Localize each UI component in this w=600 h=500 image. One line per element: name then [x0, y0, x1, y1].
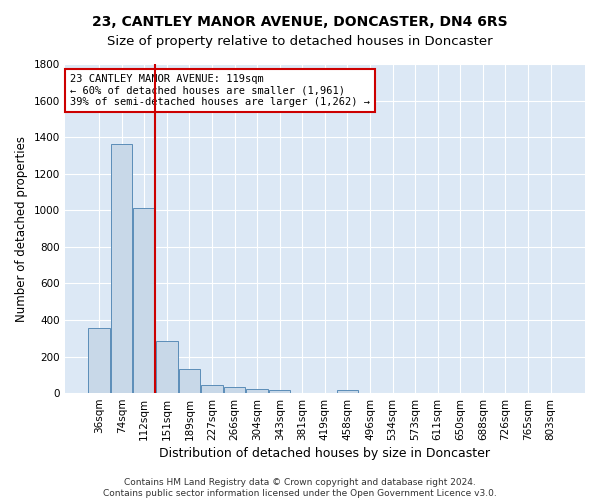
Text: Size of property relative to detached houses in Doncaster: Size of property relative to detached ho… — [107, 35, 493, 48]
Bar — [337, 390, 358, 393]
Text: 23, CANTLEY MANOR AVENUE, DONCASTER, DN4 6RS: 23, CANTLEY MANOR AVENUE, DONCASTER, DN4… — [92, 15, 508, 29]
Bar — [88, 328, 110, 393]
Y-axis label: Number of detached properties: Number of detached properties — [15, 136, 28, 322]
Bar — [224, 386, 245, 393]
Bar — [247, 390, 268, 393]
X-axis label: Distribution of detached houses by size in Doncaster: Distribution of detached houses by size … — [160, 447, 490, 460]
Bar — [179, 370, 200, 393]
Bar — [111, 144, 133, 393]
Text: 23 CANTLEY MANOR AVENUE: 119sqm
← 60% of detached houses are smaller (1,961)
39%: 23 CANTLEY MANOR AVENUE: 119sqm ← 60% of… — [70, 74, 370, 107]
Bar — [269, 390, 290, 393]
Bar — [133, 208, 155, 393]
Bar — [156, 341, 178, 393]
Text: Contains HM Land Registry data © Crown copyright and database right 2024.
Contai: Contains HM Land Registry data © Crown c… — [103, 478, 497, 498]
Bar — [201, 386, 223, 393]
